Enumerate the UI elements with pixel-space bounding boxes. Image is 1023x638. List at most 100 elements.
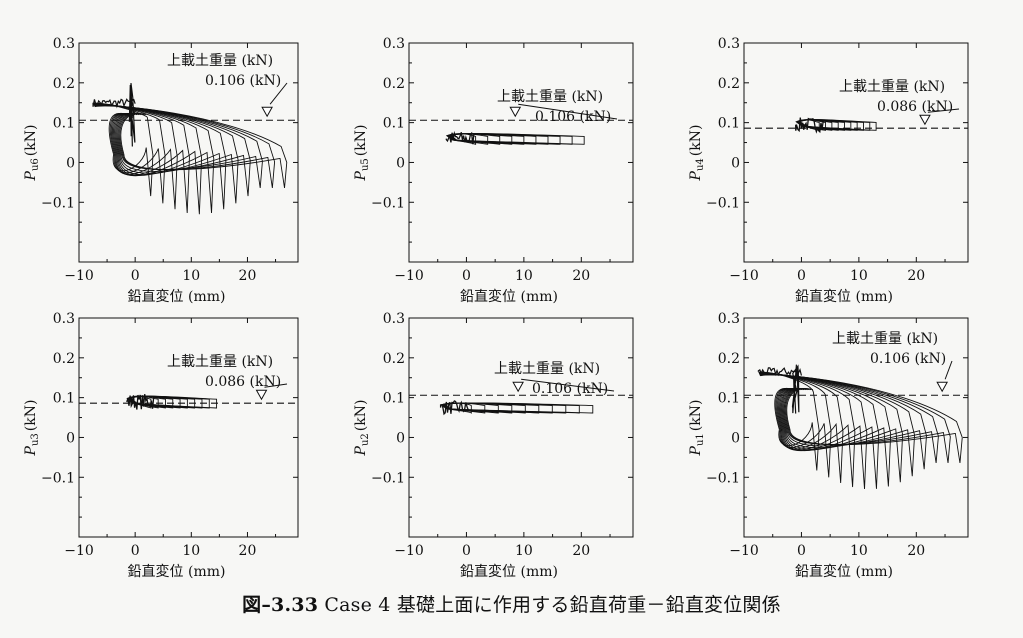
annotation-leader: [269, 82, 288, 105]
y-axis-label-main: P: [23, 445, 39, 456]
x-tick-label: −10: [64, 543, 94, 559]
y-tick-label: 0.3: [718, 311, 740, 327]
x-tick-label: 20: [239, 268, 257, 284]
curve-group: [445, 130, 585, 145]
x-tick-label: 0: [131, 543, 140, 559]
curve-group: [92, 83, 288, 215]
overburden-label: 上載土重量 (kN): [839, 79, 945, 95]
x-tick-label: −10: [394, 543, 424, 559]
y-axis-label: Pu2(kN): [353, 400, 371, 457]
curve-cycle: [758, 372, 856, 488]
chart-panel-u1: −10 0 10 20 −0.1 0 0.1 0.2 0.3 鉛直変位 (mm) Pu1(kN) 上載…: [688, 311, 969, 580]
overburden-marker: [261, 106, 273, 118]
curve-cycle: [93, 103, 178, 210]
y-axis-label-main: P: [353, 445, 369, 456]
curve-initial-band: [92, 98, 136, 109]
y-tick-label: 0: [66, 155, 75, 171]
x-tick-label: 10: [850, 268, 868, 284]
curve-cycle: [758, 372, 844, 484]
curve-cycle: [93, 104, 215, 213]
y-axis-label-sub: u1: [695, 433, 706, 446]
y-tick-label: 0: [731, 430, 740, 446]
curve-cycle: [758, 372, 868, 490]
y-tick-label: 0.1: [718, 116, 740, 132]
y-tick-label: 0.2: [53, 76, 75, 92]
curve-cycle: [450, 133, 585, 145]
y-tick-label: 0: [66, 430, 75, 446]
annotation-leader: [927, 108, 960, 113]
overburden-marker: [919, 114, 931, 126]
y-axis-label-main: P: [688, 445, 704, 456]
y-axis-label-unit: (kN): [688, 125, 704, 157]
y-axis-label-sub: u3: [30, 433, 41, 446]
y-axis-label: Pu5(kN): [353, 125, 371, 182]
y-tick-label: 0.2: [383, 76, 405, 92]
y-tick-label: −0.1: [41, 195, 75, 211]
y-axis-label-unit: (kN): [23, 125, 39, 157]
y-tick-label: 0.1: [383, 116, 405, 132]
curve-initial-band: [126, 394, 155, 410]
y-tick-label: 0.3: [53, 36, 75, 52]
figure-caption: 図–3.33 Case 4 基礎上面に作用する鉛直荷重－鉛直変位関係: [0, 590, 1023, 617]
x-tick-label: 10: [182, 543, 200, 559]
curve-group: [439, 400, 594, 416]
x-axis-label: 鉛直変位 (mm): [795, 288, 893, 305]
overburden-value-label: 0.086 (kN): [877, 99, 953, 115]
annotation-leader: [518, 103, 618, 120]
y-axis-label: Pu3(kN): [23, 400, 41, 457]
x-axis-label: 鉛直変位 (mm): [128, 288, 226, 305]
x-tick-label: 10: [850, 543, 868, 559]
y-axis-label-unit: (kN): [353, 400, 369, 432]
curve-cycle: [444, 402, 594, 414]
chart-panel-u5: −10 0 10 20 −0.1 0 0.1 0.2 0.3 鉛直変位 (mm) Pu5(kN) 上載…: [353, 36, 634, 305]
plot-frame: [78, 42, 299, 263]
y-tick-label: −0.1: [706, 195, 740, 211]
curve-cycle: [94, 105, 288, 189]
x-tick-label: 10: [515, 268, 533, 284]
x-tick-label: 10: [182, 268, 200, 284]
y-axis-label: Pu1(kN): [688, 400, 706, 457]
curve-spike: [128, 83, 136, 147]
overburden-label: 上載土重量 (kN): [167, 53, 273, 69]
overburden-marker: [255, 389, 268, 401]
x-axis-label: 鉛直変位 (mm): [460, 288, 558, 305]
curve-cycle: [759, 372, 880, 489]
overburden-marker: [936, 381, 949, 393]
chart-panel-u4: −10 0 10 20 −0.1 0 0.1 0.2 0.3 鉛直変位 (mm) Pu4(kN) 上載…: [688, 36, 969, 305]
curve-initial-band: [445, 130, 475, 145]
overburden-label: 上載土重量 (kN): [494, 361, 600, 377]
overburden-marker: [512, 381, 524, 393]
overburden-value-label: 0.106 (kN): [535, 109, 611, 125]
x-tick-label: −10: [729, 543, 759, 559]
x-axis-label: 鉛直変位 (mm): [128, 563, 226, 580]
plot-frame: [408, 317, 634, 538]
curve-cycle: [93, 103, 203, 215]
x-tick-label: 0: [462, 543, 471, 559]
y-axis-label: Pu4(kN): [688, 125, 706, 182]
overburden-marker: [509, 106, 522, 118]
y-axis-label-main: P: [353, 170, 369, 181]
x-tick-label: 20: [572, 543, 590, 559]
curve-group: [757, 364, 963, 490]
y-tick-label: 0.2: [53, 351, 75, 367]
curve-cycle: [758, 371, 820, 471]
y-tick-label: −0.1: [371, 195, 405, 211]
x-tick-label: −10: [64, 268, 94, 284]
y-tick-label: 0.3: [383, 36, 405, 52]
x-tick-label: 20: [907, 543, 925, 559]
x-tick-label: 20: [572, 268, 590, 284]
y-tick-label: −0.1: [371, 470, 405, 486]
overburden-value-label: 0.106 (kN): [870, 351, 946, 367]
y-axis-label-sub: u6: [30, 158, 41, 171]
curve-spike: [791, 364, 800, 414]
plot-frame: [78, 317, 299, 538]
y-axis-label-unit: (kN): [688, 400, 704, 432]
y-axis-label-sub: u2: [360, 433, 371, 446]
x-tick-label: −10: [729, 268, 759, 284]
curve-cycle: [759, 373, 892, 487]
y-tick-label: −0.1: [41, 470, 75, 486]
x-tick-label: 0: [797, 268, 806, 284]
x-tick-label: 0: [462, 268, 471, 284]
x-axis-label: 鉛直変位 (mm): [460, 563, 558, 580]
